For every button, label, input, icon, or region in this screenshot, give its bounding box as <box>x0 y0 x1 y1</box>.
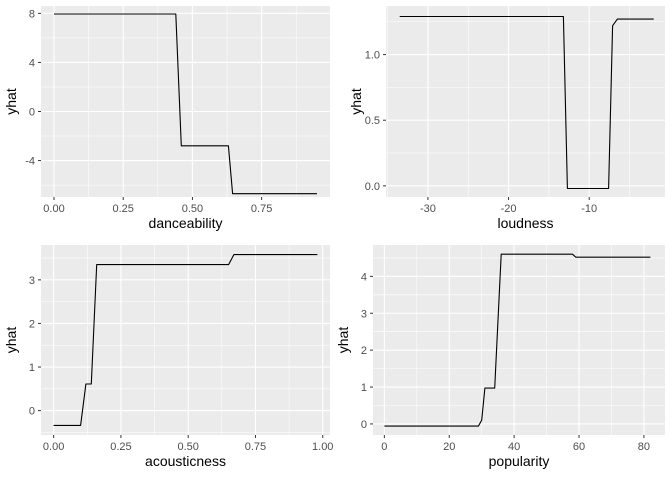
y-tick-label: 4 <box>29 57 35 69</box>
x-tick-label: -20 <box>501 203 517 215</box>
y-tick-label: 1.0 <box>365 50 380 62</box>
y-tick-label: 3 <box>29 275 35 287</box>
y-axis-title: yhat <box>348 88 364 115</box>
y-axis-title: yhat <box>335 327 351 354</box>
y-axis-title: yhat <box>3 88 19 115</box>
y-tick-label: 0 <box>29 406 35 418</box>
panel-background <box>41 6 330 197</box>
y-tick-label: 0 <box>29 106 35 118</box>
chart-panel-2: -30 -20 -10 0.0 0.5 1.0 loudness yhat <box>348 6 665 231</box>
x-axis-title: popularity <box>489 453 550 469</box>
x-axis-title: loudness <box>497 215 553 231</box>
x-tick-label: -10 <box>581 203 597 215</box>
x-tick-label: 0.00 <box>43 441 64 453</box>
y-tick-label: 3 <box>361 308 367 320</box>
chart-panel-3: 0.00 0.25 0.50 0.75 1.00 0 1 2 3 acousticness yhat <box>3 245 333 469</box>
x-tick-label: 0 <box>381 441 387 453</box>
y-tick-label: -4 <box>25 156 35 168</box>
x-tick-label: 0.75 <box>245 441 266 453</box>
x-axis-title: danceability <box>149 215 223 231</box>
y-tick-label: 1 <box>29 362 35 374</box>
y-tick-label: 4 <box>361 271 367 283</box>
x-tick-label: 20 <box>443 441 455 453</box>
x-tick-label: 0.25 <box>110 441 131 453</box>
x-tick-label: 60 <box>573 441 585 453</box>
series-line-1 <box>53 254 318 426</box>
y-tick-label: 8 <box>29 8 35 20</box>
chart-panel-4: 0 20 40 60 80 0 1 2 3 4 popularity yhat <box>335 245 665 469</box>
panel-background <box>41 245 330 435</box>
x-tick-label: 40 <box>508 441 520 453</box>
series-line-1 <box>399 15 654 190</box>
x-tick-label: 1.00 <box>312 441 333 453</box>
series-line-1 <box>54 13 317 195</box>
y-tick-label: 2 <box>361 345 367 357</box>
x-tick-label: -30 <box>420 203 436 215</box>
x-axis-title: acousticness <box>145 453 226 469</box>
y-tick-label: 0.0 <box>365 181 380 193</box>
chart-panel-1: 0.00 0.25 0.50 0.75 -4 0 4 8 danceability yhat <box>3 6 330 231</box>
x-tick-label: 0.25 <box>113 203 134 215</box>
y-tick-label: 0.5 <box>365 115 380 127</box>
series-line-1 <box>384 253 651 427</box>
x-tick-label: 0.75 <box>251 203 272 215</box>
x-tick-label: 0.50 <box>182 203 203 215</box>
y-tick-label: 0 <box>361 419 367 431</box>
x-tick-label: 80 <box>638 441 650 453</box>
y-tick-label: 2 <box>29 318 35 330</box>
x-tick-label: 0.50 <box>177 441 198 453</box>
x-tick-label: 0.00 <box>43 203 64 215</box>
panel-background <box>386 6 665 197</box>
y-tick-label: 1 <box>361 382 367 394</box>
y-axis-title: yhat <box>3 327 19 354</box>
